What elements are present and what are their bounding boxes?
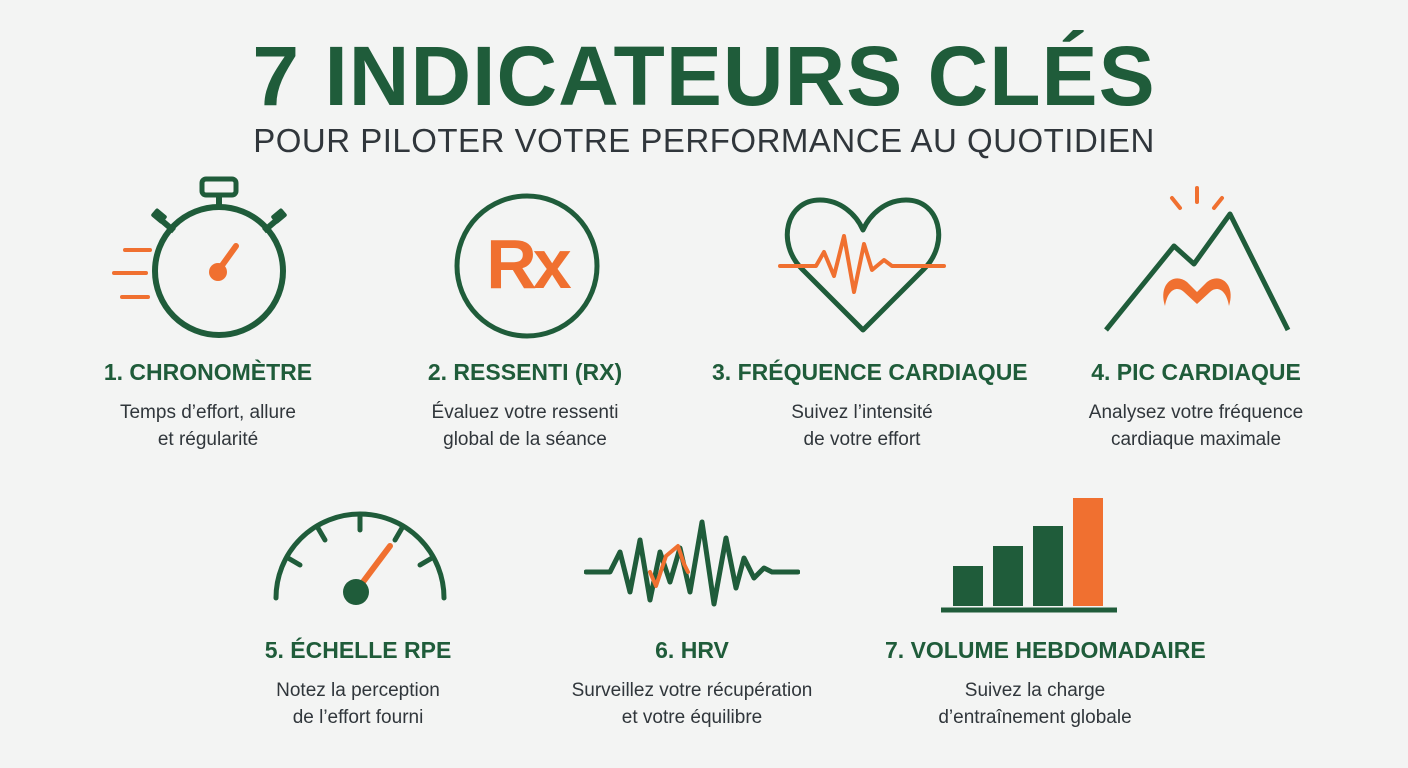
card-title: 3. FRÉQUENCE CARDIAQUE [712, 359, 1028, 385]
indicator-card-frequence-cardiaque: 3. FRÉQUENCE CARDIAQUE Suivez l’intensit… [712, 170, 1028, 470]
indicator-card-chronometre: 1. CHRONOMÈTRE Temps d’effort, allure et… [58, 170, 358, 470]
mountain-heart-icon [1104, 186, 1291, 332]
indicator-card-echelle-rpe: 5. ÉCHELLE RPE Notez la perception de l’… [208, 490, 508, 740]
indicator-card-ressenti: Rx 2. RESSENTI (RX) Évaluez votre ressen… [375, 170, 675, 470]
page-title: 7 INDICATEURS CLÉS [252, 29, 1156, 123]
bar-chart-icon [941, 498, 1117, 613]
rx-icon [454, 193, 600, 339]
indicator-card-hrv: 6. HRV Surveillez votre récupération et … [542, 490, 842, 740]
card-title: 2. RESSENTI (RX) [427, 359, 623, 385]
card-title: 5. ÉCHELLE RPE [264, 637, 452, 663]
card-description: Temps d’effort, allure et régularité [119, 402, 296, 450]
card-title: 6. HRV [655, 637, 729, 663]
card-description: Surveillez votre récupération et votre é… [571, 680, 813, 728]
heart-pulse-icon [778, 197, 946, 333]
gauge-icon [273, 511, 447, 605]
waveform-icon [584, 519, 800, 607]
card-title: 1. CHRONOMÈTRE [103, 359, 313, 385]
card-description: Suivez l’intensité de votre effort [791, 402, 933, 450]
stopwatch-icon [112, 176, 287, 338]
card-description: Suivez la charge d’entraînement globale [938, 680, 1132, 728]
indicator-card-pic-cardiaque: 4. PIC CARDIAQUE Analysez votre fréquenc… [1046, 170, 1346, 470]
card-title: 4. PIC CARDIAQUE [1091, 359, 1301, 385]
page-subtitle: POUR PILOTER VOTRE PERFORMANCE AU QUOTID… [253, 122, 1155, 159]
card-description: Évaluez votre ressenti global de la séan… [431, 402, 619, 450]
card-title: 7. VOLUME HEBDOMADAIRE [885, 637, 1206, 663]
card-description: Analysez votre fréquence cardiaque maxim… [1088, 402, 1304, 450]
card-description: Notez la perception de l’effort fourni [276, 680, 440, 728]
indicator-card-volume-hebdomadaire: 7. VOLUME HEBDOMADAIRE Suivez la charge … [885, 490, 1206, 740]
rx-label: Rx [486, 225, 571, 303]
